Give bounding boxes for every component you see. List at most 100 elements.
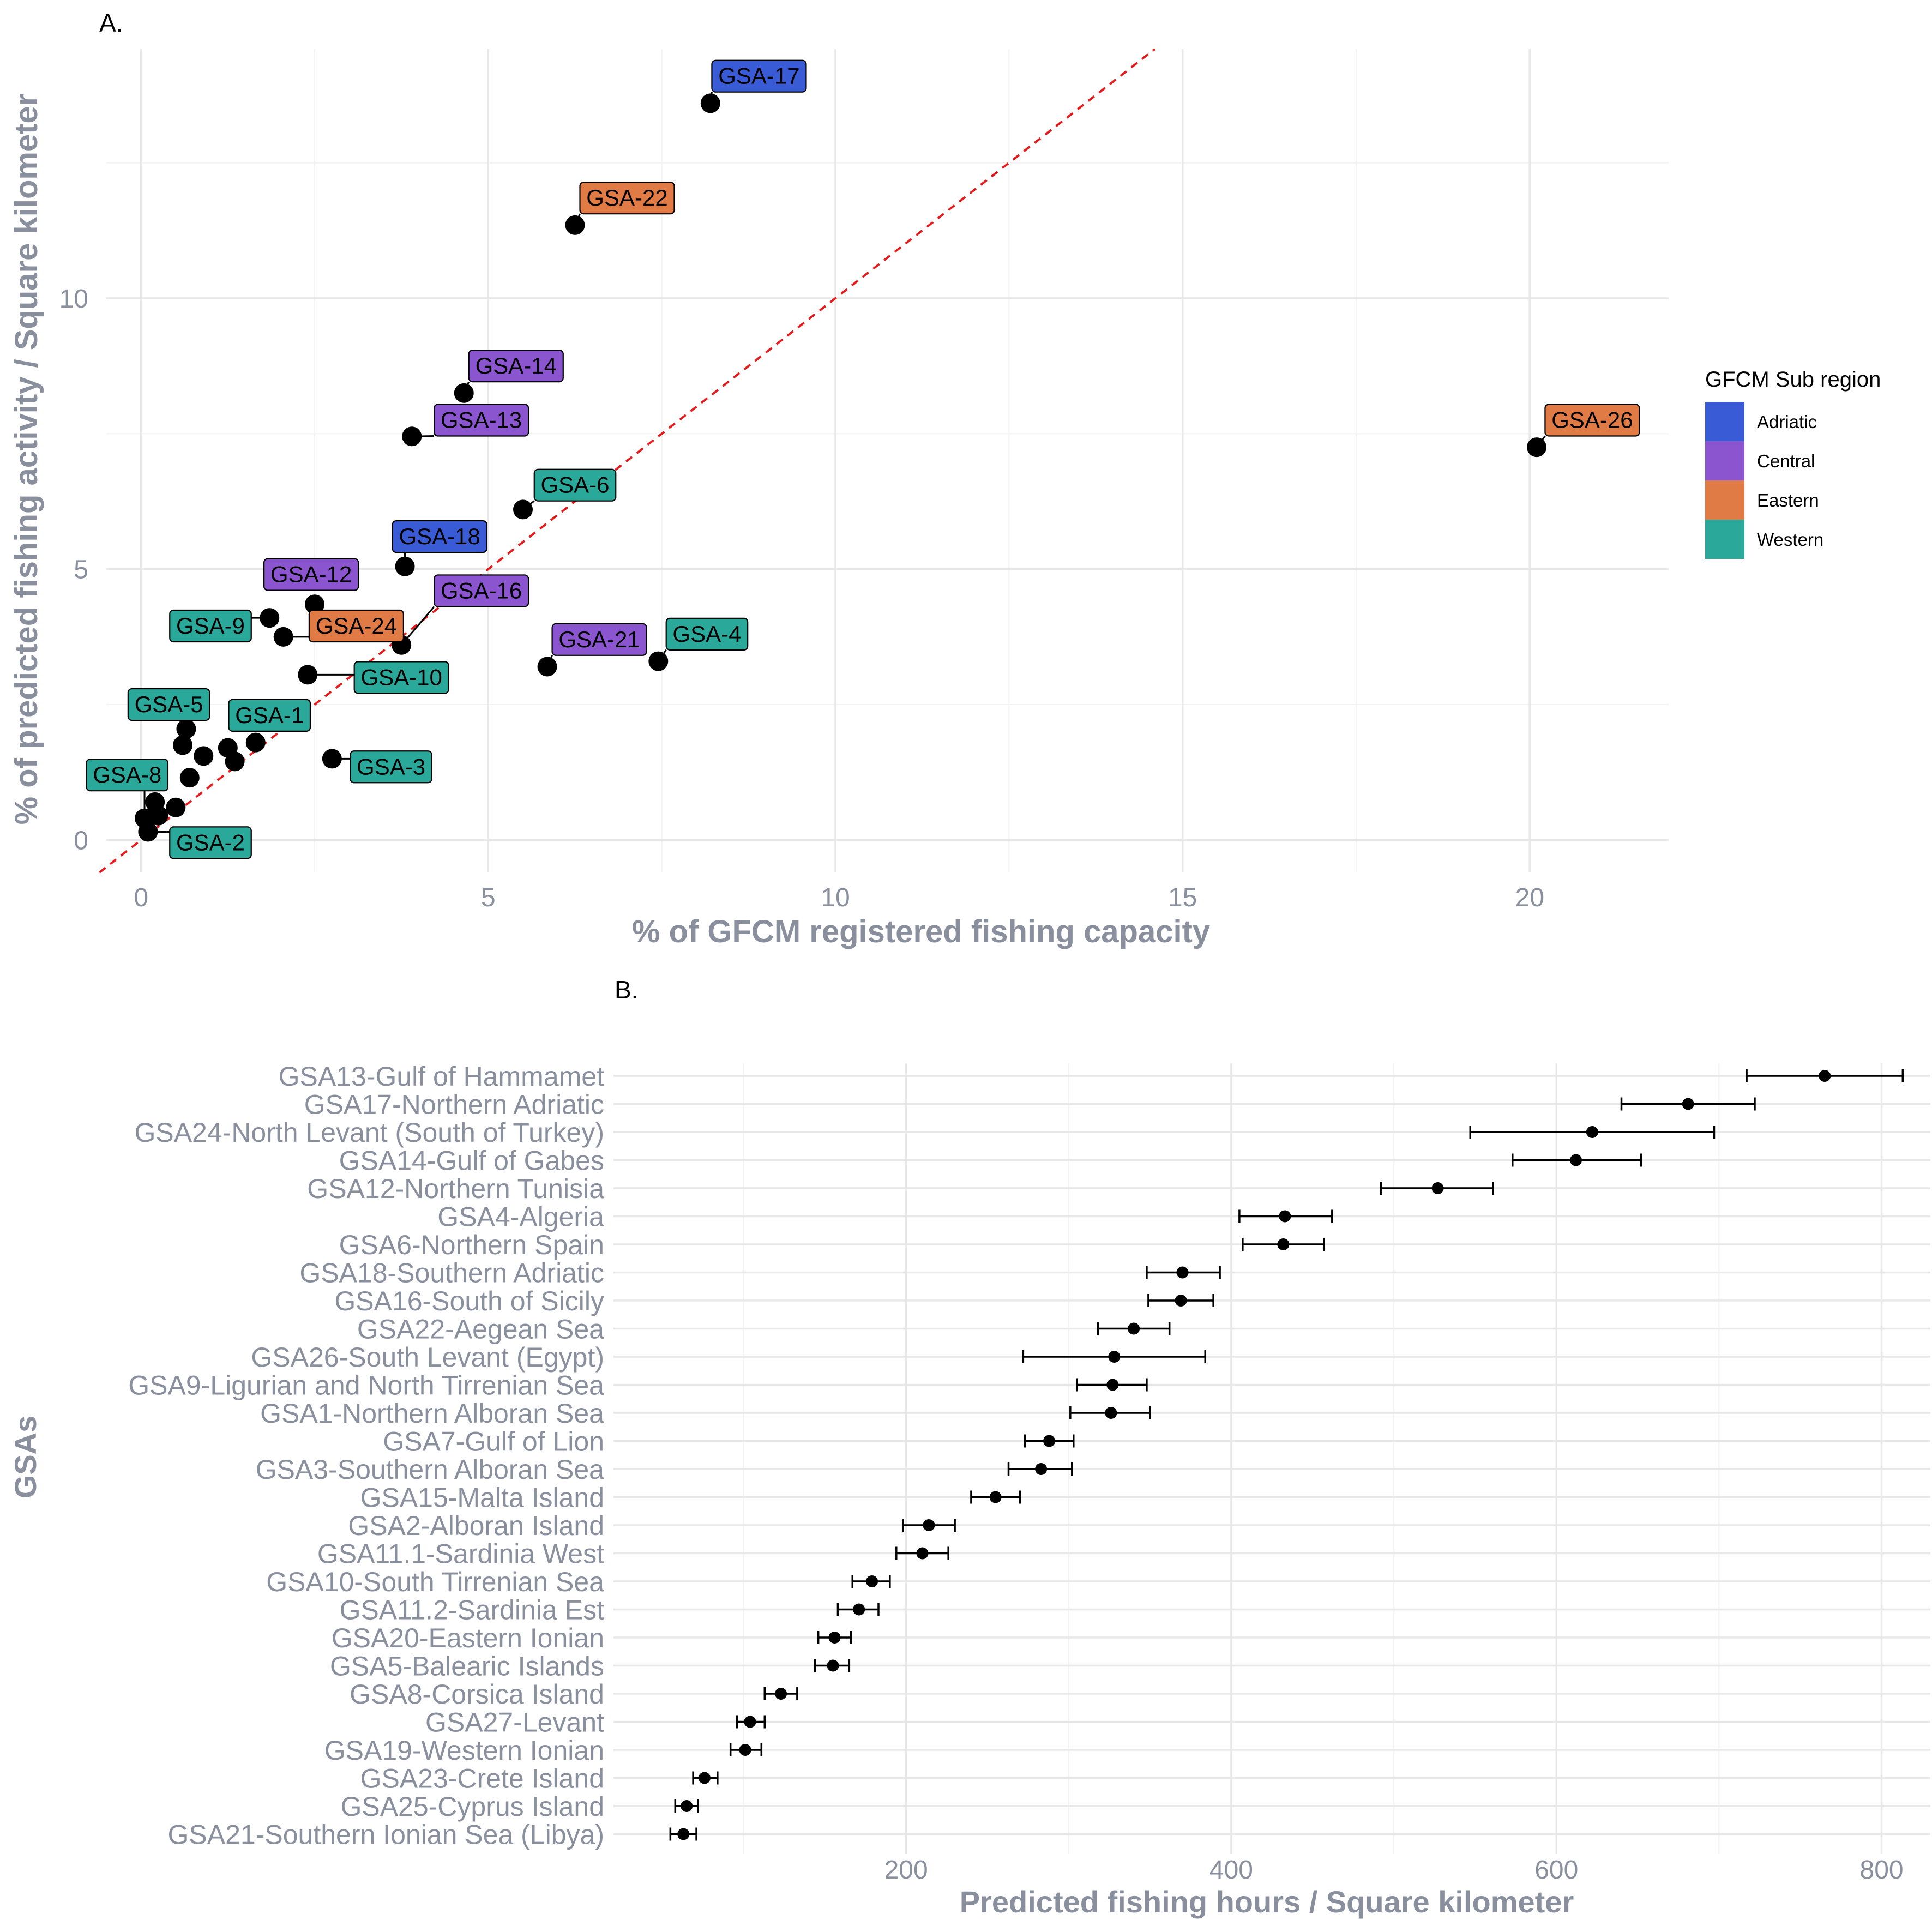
point-label-text: GSA-5 xyxy=(135,691,203,717)
scatter-point xyxy=(176,719,196,739)
scatter-y-axis-title: % of predicted fishing activity / Square… xyxy=(9,94,44,825)
estimate-point xyxy=(1279,1210,1291,1223)
estimate-point xyxy=(1043,1435,1056,1447)
scatter-point xyxy=(166,797,186,817)
gsa-label: GSA9-Ligurian and North Tirrenian Sea xyxy=(128,1370,604,1401)
point-label-box xyxy=(263,558,359,591)
point-label-box xyxy=(711,59,807,93)
point-label: GSA-18 xyxy=(392,520,487,553)
gsa-label: GSA20-Eastern Ionian xyxy=(332,1623,604,1653)
point-label-box xyxy=(551,623,647,656)
gsa-label: GSA10-South Tirrenian Sea xyxy=(266,1567,604,1597)
point-label-text: GSA-16 xyxy=(441,577,522,603)
x-tick-label: 20 xyxy=(1515,883,1544,912)
legend-title: GFCM Sub region xyxy=(1705,368,1881,392)
dotplot-row: GSA5-Balearic Islands xyxy=(330,1651,851,1682)
estimate-point xyxy=(916,1547,929,1560)
point-label-text: GSA-26 xyxy=(1551,407,1633,432)
point-label-box xyxy=(1544,404,1640,437)
scatter-point xyxy=(260,608,280,628)
dotplot-row: GSA10-South Tirrenian Sea xyxy=(266,1567,891,1597)
gsa-label: GSA2-Alboran Island xyxy=(348,1510,604,1541)
dotplot-row: GSA17-Northern Adriatic xyxy=(304,1090,1756,1120)
point-label-text: GSA-9 xyxy=(176,613,245,639)
dotplot-row: GSA9-Ligurian and North Tirrenian Sea xyxy=(128,1370,1148,1401)
scatter-point xyxy=(245,732,266,753)
dotplot-row: GSA8-Corsica Island xyxy=(350,1679,798,1710)
point-label: GSA-3 xyxy=(350,750,432,784)
point-label-text: GSA-2 xyxy=(176,829,245,855)
estimate-point xyxy=(1277,1238,1290,1250)
gsa-label: GSA11.1-Sardinia West xyxy=(317,1539,604,1569)
estimate-point xyxy=(853,1603,865,1616)
point-label: GSA-2 xyxy=(169,826,252,859)
estimate-point xyxy=(989,1491,1002,1503)
point-label-box xyxy=(579,182,675,215)
x-tick-label: 0 xyxy=(134,883,148,912)
gsa-label: GSA14-Gulf of Gabes xyxy=(339,1146,604,1176)
legend-item: Adriatic xyxy=(1705,402,1817,441)
point-label: GSA-22 xyxy=(579,182,675,215)
dotplot-major-gridlines xyxy=(613,1063,1930,1854)
scatter-point xyxy=(138,822,158,842)
legend-items: Adriatic Central Eastern Western xyxy=(1705,402,1823,559)
point-label: GSA-17 xyxy=(711,59,807,93)
scatter-point xyxy=(1527,437,1547,458)
dotplot-row: GSA2-Alboran Island xyxy=(348,1510,956,1541)
dotplot-x-tick-labels: 200 400 600 800 xyxy=(884,1856,1904,1885)
dotplot-y-axis-title: GSAs xyxy=(8,1416,43,1499)
scatter-point xyxy=(148,805,168,826)
gsa-label: GSA12-Northern Tunisia xyxy=(307,1173,604,1204)
y-tick-label: 5 xyxy=(74,556,88,585)
scatter-point xyxy=(273,627,293,647)
dotplot-row: GSA21-Southern Ionian Sea (Libya) xyxy=(168,1820,697,1850)
scatter-y-tick-labels: 0 5 10 xyxy=(59,285,88,855)
estimate-point xyxy=(1176,1266,1189,1279)
dotplot-row: GSA13-Gulf of Hammamet xyxy=(279,1061,1904,1092)
estimate-point xyxy=(1106,1379,1119,1391)
point-label-box xyxy=(433,574,529,607)
point-label-text: GSA-24 xyxy=(316,613,397,639)
point-label-box xyxy=(353,661,449,694)
point-label-box xyxy=(533,468,617,502)
gsa-label: GSA24-North Levant (South of Turkey) xyxy=(134,1117,604,1148)
scatter-point xyxy=(565,215,585,235)
estimate-point xyxy=(1035,1463,1048,1475)
gsa-label: GSA3-Southern Alboran Sea xyxy=(256,1454,604,1485)
estimate-point xyxy=(1570,1154,1582,1166)
gsa-label: GSA26-South Levant (Egypt) xyxy=(251,1342,604,1373)
point-label-box xyxy=(86,759,169,792)
estimate-point xyxy=(681,1800,693,1812)
gsa-label: GSA15-Malta Island xyxy=(360,1483,604,1513)
dotplot-row: GSA11.2-Sardinia Est xyxy=(340,1595,880,1626)
point-label-box xyxy=(127,688,210,721)
gsa-label: GSA25-Cyprus Island xyxy=(340,1791,604,1822)
point-label-box xyxy=(468,350,564,383)
point-label-box xyxy=(433,404,529,437)
point-label: GSA-26 xyxy=(1544,404,1640,437)
dotplot-row: GSA19-Western Ionian xyxy=(324,1735,763,1766)
gsa-label: GSA5-Balearic Islands xyxy=(330,1651,604,1682)
gsa-label: GSA16-South of Sicily xyxy=(334,1286,604,1316)
scatter-x-axis-title: % of GFCM registered fishing capacity xyxy=(632,914,1210,949)
estimate-point xyxy=(1682,1098,1694,1110)
dotplot-row: GSA12-Northern Tunisia xyxy=(307,1173,1494,1204)
gsa-label: GSA13-Gulf of Hammamet xyxy=(279,1061,605,1092)
estimate-point xyxy=(1431,1182,1444,1194)
point-label-box xyxy=(308,609,405,643)
point-label-text: GSA-22 xyxy=(586,185,667,210)
gsa-label: GSA21-Southern Ionian Sea (Libya) xyxy=(168,1820,605,1850)
dotplot-row: GSA7-Gulf of Lion xyxy=(383,1427,1075,1457)
legend-item: Western xyxy=(1705,520,1823,559)
point-label-text: GSA-18 xyxy=(399,523,480,549)
dotplot-row: GSA24-North Levant (South of Turkey) xyxy=(134,1117,1716,1148)
point-label-box xyxy=(228,699,311,732)
gsa-label: GSA19-Western Ionian xyxy=(324,1735,604,1766)
point-label-box xyxy=(392,520,487,553)
point-label: GSA-12 xyxy=(263,558,359,591)
legend-swatch xyxy=(1705,441,1744,480)
legend-swatch xyxy=(1705,480,1744,520)
